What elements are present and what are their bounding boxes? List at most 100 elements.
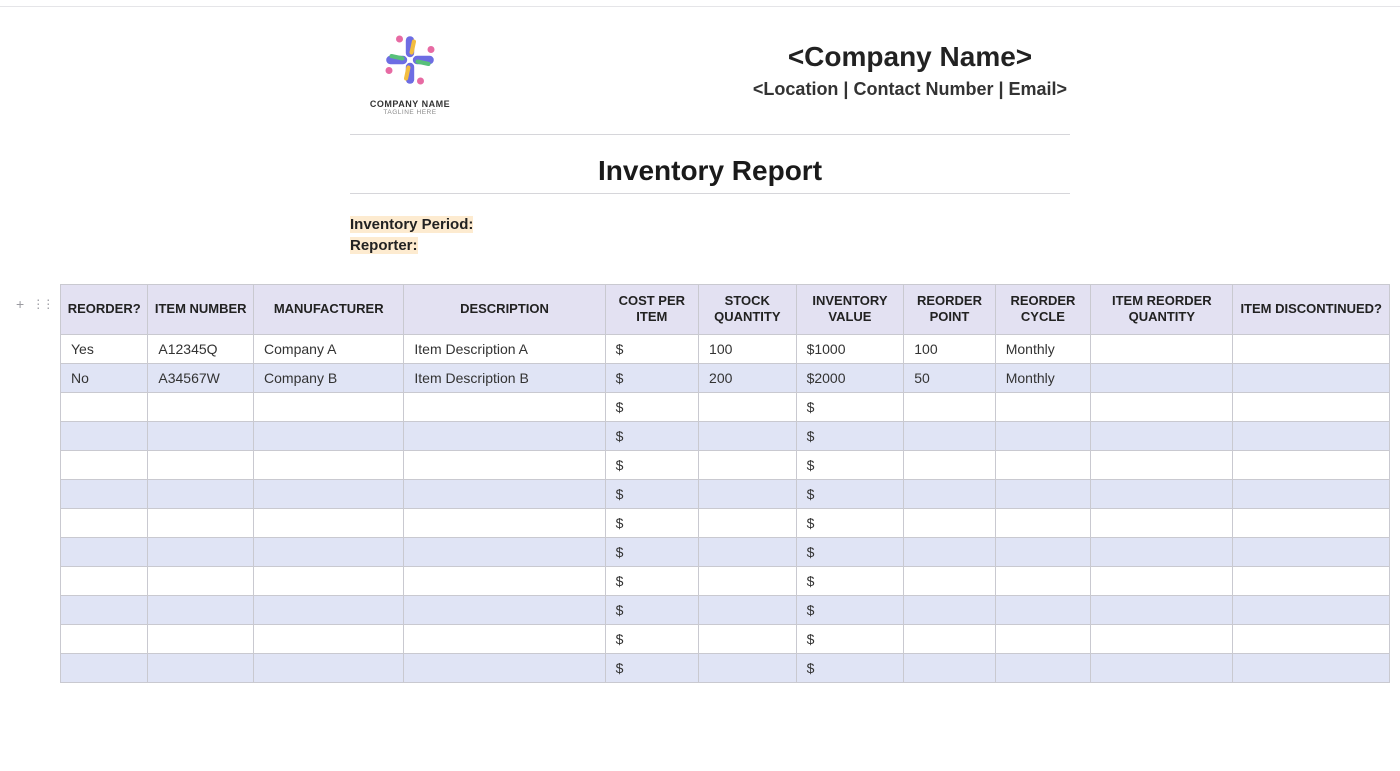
table-cell[interactable]: $ — [796, 508, 904, 537]
table-cell[interactable] — [995, 595, 1091, 624]
table-row[interactable]: NoA34567WCompany BItem Description B$200… — [61, 363, 1390, 392]
table-cell[interactable] — [61, 421, 148, 450]
table-cell[interactable]: $ — [605, 595, 698, 624]
table-cell[interactable]: A12345Q — [148, 334, 254, 363]
table-cell[interactable] — [1091, 392, 1233, 421]
table-cell[interactable] — [904, 537, 995, 566]
table-cell[interactable] — [404, 566, 605, 595]
table-cell[interactable]: 100 — [699, 334, 797, 363]
table-cell[interactable] — [1233, 566, 1390, 595]
table-cell[interactable] — [404, 595, 605, 624]
table-cell[interactable] — [148, 421, 254, 450]
table-cell[interactable] — [404, 624, 605, 653]
table-cell[interactable]: $ — [796, 479, 904, 508]
table-cell[interactable] — [699, 653, 797, 682]
table-cell[interactable] — [61, 537, 148, 566]
table-cell[interactable] — [61, 392, 148, 421]
table-cell[interactable] — [148, 392, 254, 421]
table-cell[interactable] — [1091, 450, 1233, 479]
table-cell[interactable]: $ — [796, 566, 904, 595]
table-row[interactable]: $$ — [61, 479, 1390, 508]
table-cell[interactable] — [1233, 537, 1390, 566]
table-cell[interactable] — [699, 479, 797, 508]
table-cell[interactable] — [995, 479, 1091, 508]
table-cell[interactable] — [404, 653, 605, 682]
table-cell[interactable]: Monthly — [995, 363, 1091, 392]
table-cell[interactable]: Company A — [254, 334, 404, 363]
table-cell[interactable] — [904, 566, 995, 595]
table-cell[interactable] — [699, 421, 797, 450]
table-cell[interactable] — [1091, 537, 1233, 566]
table-cell[interactable] — [148, 508, 254, 537]
table-cell[interactable] — [995, 624, 1091, 653]
table-cell[interactable] — [1233, 392, 1390, 421]
table-cell[interactable] — [1091, 479, 1233, 508]
table-cell[interactable] — [148, 595, 254, 624]
table-cell[interactable] — [904, 508, 995, 537]
table-cell[interactable]: $ — [605, 421, 698, 450]
table-cell[interactable] — [148, 537, 254, 566]
table-cell[interactable] — [61, 595, 148, 624]
table-cell[interactable]: $ — [796, 624, 904, 653]
table-cell[interactable]: $ — [605, 624, 698, 653]
table-row[interactable]: $$ — [61, 653, 1390, 682]
table-cell[interactable] — [254, 421, 404, 450]
table-cell[interactable] — [699, 537, 797, 566]
table-cell[interactable] — [904, 595, 995, 624]
table-cell[interactable]: Company B — [254, 363, 404, 392]
table-cell[interactable]: $ — [605, 537, 698, 566]
table-cell[interactable] — [404, 537, 605, 566]
table-cell[interactable] — [699, 450, 797, 479]
table-cell[interactable]: A34567W — [148, 363, 254, 392]
table-cell[interactable]: $1000 — [796, 334, 904, 363]
table-cell[interactable] — [404, 508, 605, 537]
drag-handle-icon[interactable]: ⋮⋮ — [32, 297, 52, 311]
table-cell[interactable]: $ — [605, 392, 698, 421]
table-cell[interactable] — [1233, 421, 1390, 450]
meta-period-row[interactable]: Inventory Period: — [350, 214, 1390, 235]
table-cell[interactable] — [1233, 595, 1390, 624]
table-cell[interactable] — [148, 566, 254, 595]
table-cell[interactable] — [995, 508, 1091, 537]
table-cell[interactable]: $ — [605, 566, 698, 595]
table-cell[interactable] — [254, 653, 404, 682]
table-cell[interactable] — [995, 537, 1091, 566]
table-row[interactable]: YesA12345QCompany AItem Description A$10… — [61, 334, 1390, 363]
table-cell[interactable] — [904, 421, 995, 450]
table-cell[interactable] — [699, 624, 797, 653]
company-subline[interactable]: <Location | Contact Number | Email> — [510, 79, 1310, 100]
table-cell[interactable] — [699, 595, 797, 624]
table-cell[interactable] — [1091, 624, 1233, 653]
company-name[interactable]: <Company Name> — [510, 41, 1310, 73]
table-cell[interactable]: $ — [605, 653, 698, 682]
table-row[interactable]: $$ — [61, 508, 1390, 537]
table-cell[interactable] — [699, 392, 797, 421]
table-cell[interactable] — [61, 508, 148, 537]
table-cell[interactable] — [404, 392, 605, 421]
table-cell[interactable]: $ — [605, 479, 698, 508]
add-row-button[interactable]: + — [16, 296, 24, 312]
table-cell[interactable] — [995, 450, 1091, 479]
table-cell[interactable]: Item Description B — [404, 363, 605, 392]
table-cell[interactable]: $ — [796, 392, 904, 421]
table-cell[interactable]: $ — [605, 450, 698, 479]
table-cell[interactable] — [404, 421, 605, 450]
table-cell[interactable] — [148, 450, 254, 479]
table-cell[interactable] — [904, 624, 995, 653]
table-row[interactable]: $$ — [61, 595, 1390, 624]
table-cell[interactable] — [904, 392, 995, 421]
table-cell[interactable] — [1233, 653, 1390, 682]
table-cell[interactable]: $ — [605, 363, 698, 392]
table-cell[interactable] — [1091, 363, 1233, 392]
table-cell[interactable]: Monthly — [995, 334, 1091, 363]
table-row[interactable]: $$ — [61, 450, 1390, 479]
table-cell[interactable]: Item Description A — [404, 334, 605, 363]
table-cell[interactable] — [1091, 421, 1233, 450]
table-row[interactable]: $$ — [61, 624, 1390, 653]
table-cell[interactable] — [1233, 508, 1390, 537]
table-cell[interactable] — [1233, 624, 1390, 653]
table-row[interactable]: $$ — [61, 421, 1390, 450]
table-cell[interactable]: 50 — [904, 363, 995, 392]
table-cell[interactable] — [1091, 508, 1233, 537]
table-cell[interactable] — [254, 392, 404, 421]
